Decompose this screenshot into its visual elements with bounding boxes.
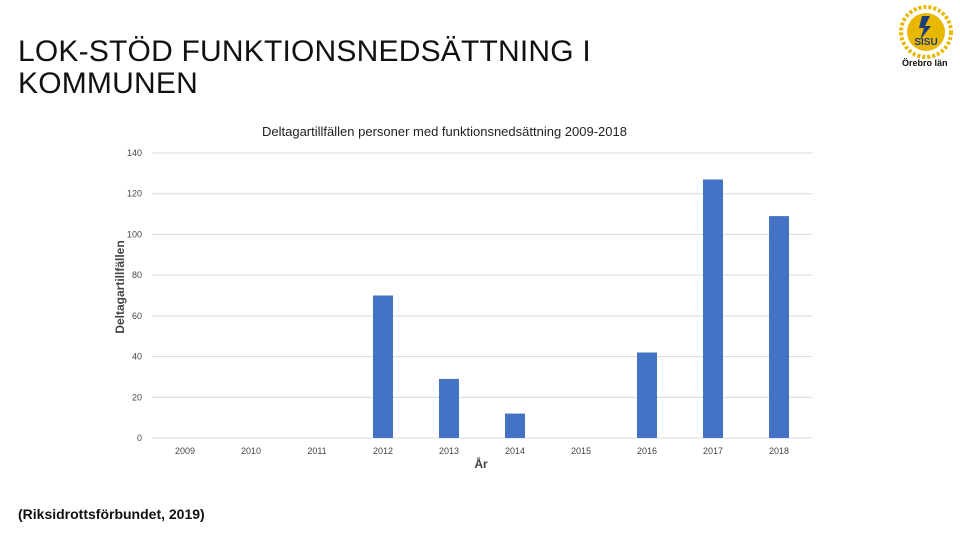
slide-title: LOK-STÖD FUNKTIONSNEDSÄTTNING I KOMMUNEN — [18, 35, 591, 100]
bars — [373, 179, 789, 438]
x-tick-label: 2018 — [769, 446, 789, 456]
logo-caption: Örebro län — [902, 58, 948, 68]
x-axis-ticks: 2009 2010 2011 2012 2013 2014 2015 2016 2017 2018 — [175, 446, 789, 456]
x-tick-label: 2016 — [637, 446, 657, 456]
y-axis-ticks: 0 20 40 60 80 100 120 140 — [127, 148, 142, 443]
bar-2018 — [769, 216, 789, 438]
bar-2014 — [505, 413, 525, 438]
x-tick-label: 2009 — [175, 446, 195, 456]
source-citation: (Riksidrottsförbundet, 2019) — [18, 506, 205, 522]
x-tick-label: 2015 — [571, 446, 591, 456]
x-tick-label: 2010 — [241, 446, 261, 456]
y-axis-label: Deltagartillfällen — [113, 240, 127, 333]
gridlines — [152, 152, 812, 439]
y-tick-label: 60 — [132, 311, 142, 321]
logo-text: SISU — [914, 37, 937, 48]
y-tick-label: 100 — [127, 229, 142, 239]
y-tick-label: 140 — [127, 148, 142, 158]
y-tick-label: 20 — [132, 392, 142, 402]
bar-2016 — [637, 352, 657, 438]
chart-title: Deltagartillfällen personer med funktion… — [262, 124, 627, 139]
x-tick-label: 2014 — [505, 446, 525, 456]
x-tick-label: 2013 — [439, 446, 459, 456]
bar-2013 — [439, 378, 459, 438]
y-tick-label: 0 — [137, 433, 142, 443]
x-tick-label: 2011 — [307, 446, 326, 456]
y-tick-label: 120 — [127, 189, 142, 199]
y-tick-label: 80 — [132, 270, 142, 280]
bar-2012 — [373, 295, 393, 438]
x-tick-label: 2012 — [373, 446, 393, 456]
x-tick-label: 2017 — [703, 446, 723, 456]
y-tick-label: 40 — [132, 352, 142, 362]
sisu-logo-icon: SISU — [899, 5, 953, 59]
x-axis-label: År — [474, 456, 488, 471]
bar-2017 — [703, 179, 723, 438]
